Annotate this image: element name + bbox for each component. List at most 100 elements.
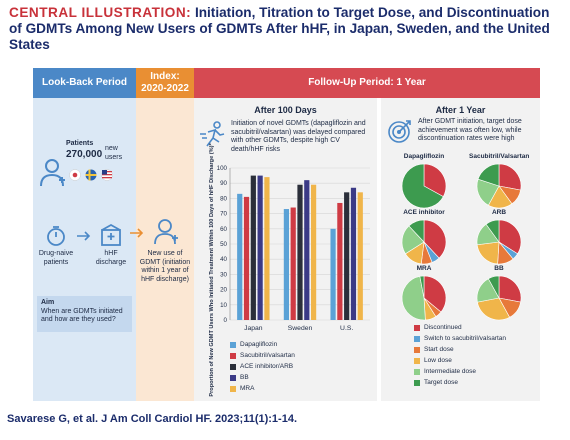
title-lead: CENTRAL ILLUSTRATION: xyxy=(9,5,192,20)
pie-slice xyxy=(498,275,522,303)
pie-slice xyxy=(476,241,500,265)
after-1-year-text: After GDMT initiation, target dose achie… xyxy=(418,118,522,142)
aim-box: Aim When are GDMTs initiated and how are… xyxy=(37,296,132,332)
patients-icon xyxy=(40,159,65,187)
legend-label: Discontinued xyxy=(424,324,462,331)
pie-charts xyxy=(401,163,522,321)
y-tick-label: 20 xyxy=(220,287,227,294)
bar-japan-mra xyxy=(264,177,270,320)
drug-naive-label: Drug-naive patients xyxy=(38,250,74,266)
chart-bars xyxy=(237,175,363,320)
legend-swatch xyxy=(414,379,420,386)
title-text: Initiation, Titration to Target Dose, an… xyxy=(9,5,550,52)
index-header: Index: 2020-2022 xyxy=(136,68,194,98)
legend-swatch xyxy=(414,335,420,342)
pie-title-mra: MRA xyxy=(416,265,432,272)
y-tick-label: 80 xyxy=(220,195,227,202)
legend-label: Dapagliflozin xyxy=(240,341,278,348)
illustration-title: CENTRAL ILLUSTRATION: Initiation, Titrat… xyxy=(9,5,561,53)
arrow-right-icon xyxy=(77,231,91,241)
y-tick-label: 0 xyxy=(224,317,228,324)
bar-us-bb xyxy=(350,187,357,320)
sweden-flag-icon xyxy=(85,169,97,181)
y-tick-label: 10 xyxy=(220,302,227,309)
pie-slice xyxy=(401,163,444,209)
bar-chart: 0 10 20 30 40 50 60 70 80 90 100 Japan Sweden U.S. Pr… xyxy=(209,143,370,397)
patients-label: Patients xyxy=(66,140,94,147)
y-tick-label: 70 xyxy=(220,211,227,218)
runner-icon xyxy=(200,121,225,147)
legend-label: Intermediate dose xyxy=(424,368,477,375)
aim-title: Aim xyxy=(41,299,55,306)
hospital-icon xyxy=(101,223,121,246)
legend-swatch xyxy=(230,352,236,359)
bar-us-dapagliflozin xyxy=(330,228,336,320)
legend-swatch xyxy=(230,363,236,370)
after-1-year-heading: After 1 Year xyxy=(435,105,486,115)
y-tick-label: 100 xyxy=(217,165,228,172)
bar-sweden-dapagliflozin xyxy=(283,209,289,320)
pie-slice xyxy=(423,219,447,259)
stopwatch-icon xyxy=(47,226,65,246)
bar-sweden-sacubitrilvalsartan xyxy=(290,207,296,320)
illustration-panel: Look-Back Period Index: 2020-2022 Follow-… xyxy=(33,68,540,401)
x-tick-label: Japan xyxy=(244,325,263,332)
pie-slice xyxy=(419,275,425,299)
bar-japan-aceinhibitorarb xyxy=(250,175,256,320)
citation: Savarese G, et al. J Am Coll Cardiol HF.… xyxy=(7,413,297,425)
after-100-days-heading: After 100 Days xyxy=(254,105,317,115)
pie-aceinhibitor xyxy=(401,219,447,265)
legend-label: Switch to sacubitril/valsartan xyxy=(424,335,507,342)
legend-item: Sacubitril/valsartan xyxy=(230,352,295,359)
index-header-line1: Index: xyxy=(150,71,180,82)
target-icon xyxy=(388,120,411,143)
lookback-header: Look-Back Period xyxy=(33,68,136,98)
legend-swatch xyxy=(414,357,420,364)
legend-swatch xyxy=(414,368,420,375)
pie-legend-item: Intermediate dose xyxy=(414,368,476,375)
lookback-column: Patients 270,000 new users Drug-naive pa… xyxy=(33,98,136,401)
legend-label: Low dose xyxy=(424,357,452,364)
legend-swatch xyxy=(414,324,420,331)
y-tick-label: 40 xyxy=(220,256,227,263)
pie-slice xyxy=(423,163,447,198)
index-header-line2: 2020-2022 xyxy=(141,83,189,94)
legend-swatch xyxy=(230,385,236,392)
pie-title-sacubitril-valsartan: Sacubitril/Valsartan xyxy=(469,153,530,160)
legend-label: MRA xyxy=(240,385,255,392)
pie-legend-item: Switch to sacubitril/valsartan xyxy=(414,335,506,342)
pie-slice xyxy=(408,219,425,243)
pie-legend-item: Low dose xyxy=(414,357,452,364)
new-user-icon xyxy=(154,219,178,245)
bar-us-sacubitrilvalsartan xyxy=(337,202,343,320)
pie-slice xyxy=(477,297,511,321)
pie-slice xyxy=(423,275,447,313)
chart-axes: 0 10 20 30 40 50 60 70 80 90 100 Japan Sweden U.S. xyxy=(217,165,354,332)
bar-us-mra xyxy=(357,192,363,320)
y-tick-label: 60 xyxy=(220,226,227,233)
legend-swatch xyxy=(414,346,420,353)
pie-title-dapagliflozin: Dapagliflozin xyxy=(403,153,445,160)
legend-label: ACE inhibitor/ARB xyxy=(240,363,294,370)
pie-legend-item: Target dose xyxy=(414,379,458,386)
aim-text: When are GDMTs initiated and how are the… xyxy=(41,307,123,324)
hhf-discharge-label: hHF discharge xyxy=(95,250,127,266)
pie-title-ace-inhibitor: ACE inhibitor xyxy=(403,209,445,216)
pie-bb xyxy=(476,275,522,321)
bar-sweden-bb xyxy=(304,180,310,320)
pie-dapagliflozin xyxy=(401,163,447,209)
pie-slice xyxy=(487,275,500,299)
pie-title-bb: BB xyxy=(494,265,504,272)
legend-item: Dapagliflozin xyxy=(230,341,277,348)
japan-flag-icon xyxy=(69,169,81,181)
new-use-gdmt-text: New use of GDMT (initiation within 1 yea… xyxy=(139,250,191,283)
country-flags xyxy=(69,169,113,181)
pie-legend-item: Start dose xyxy=(414,346,454,353)
legend-swatch xyxy=(230,374,236,381)
pie-arb xyxy=(476,219,522,265)
legend-swatch xyxy=(230,341,236,348)
legend-item: ACE inhibitor/ARB xyxy=(230,363,293,370)
x-tick-label: U.S. xyxy=(340,325,353,332)
legend-item: BB xyxy=(230,374,249,381)
pie-title-arb: ARB xyxy=(491,209,507,216)
